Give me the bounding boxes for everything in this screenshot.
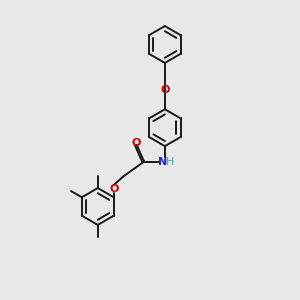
Text: N: N [158, 157, 167, 166]
Text: H: H [166, 157, 174, 166]
Text: O: O [109, 184, 119, 194]
Text: O: O [132, 138, 141, 148]
Text: O: O [160, 85, 170, 95]
